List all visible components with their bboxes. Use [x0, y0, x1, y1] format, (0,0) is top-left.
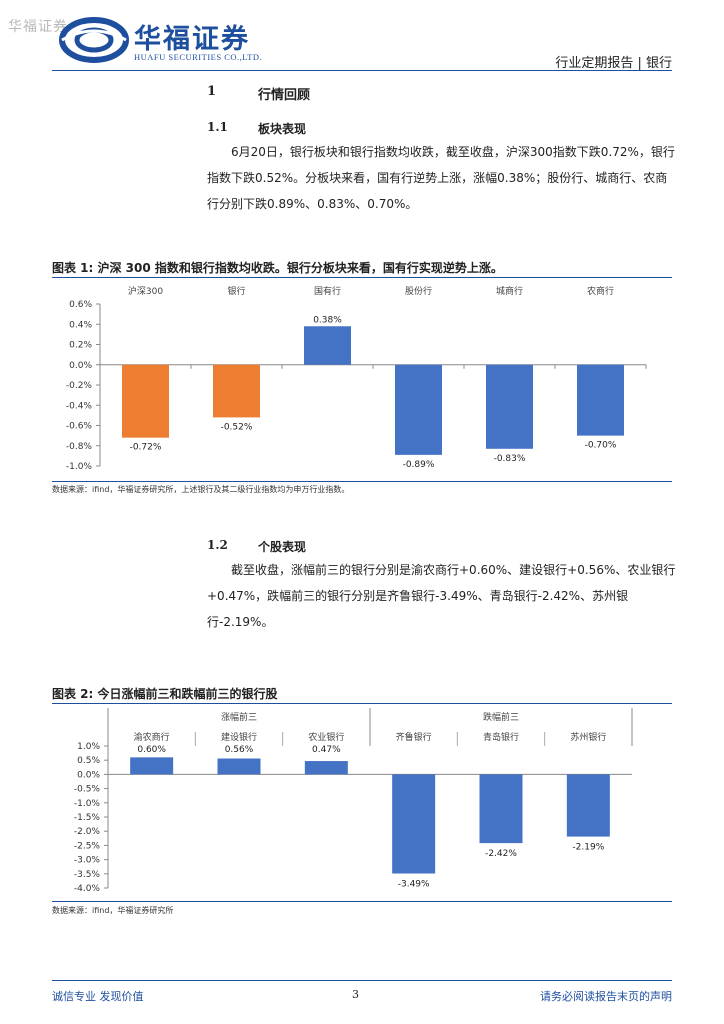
- bar: [395, 364, 442, 455]
- bar: [577, 364, 624, 436]
- y-tick-label: -3.5%: [74, 870, 101, 880]
- figure1-title: 图表 1: 沪深 300 指数和银行指数均收跌。银行分板块来看，国有行实现逆势上…: [52, 261, 503, 275]
- data-label: -0.89%: [403, 460, 435, 470]
- y-tick-label: -4.0%: [74, 884, 101, 894]
- category-label: 国有行: [314, 285, 341, 297]
- y-tick-label: 0.2%: [69, 341, 92, 351]
- data-label: -0.83%: [494, 454, 526, 464]
- footer-divider: [52, 980, 672, 981]
- bar: [213, 364, 260, 418]
- bar: [130, 757, 174, 775]
- subsection-number: 1.1: [207, 120, 228, 134]
- category-label: 渝农商行: [134, 731, 170, 743]
- subsection-number: 1.2: [207, 538, 228, 552]
- y-tick-label: -1.0%: [66, 462, 93, 472]
- category-label: 建设银行: [221, 731, 257, 743]
- bar: [486, 364, 533, 449]
- y-tick-label: -0.6%: [66, 422, 93, 432]
- y-tick-label: -0.2%: [66, 381, 93, 391]
- group-label: 跌幅前三: [483, 711, 519, 723]
- watermark-text: 华福证券: [8, 19, 68, 35]
- header-divider: [52, 70, 672, 71]
- y-tick-label: -0.5%: [74, 785, 101, 795]
- category-label: 苏州银行: [570, 731, 606, 743]
- y-tick-label: -2.0%: [74, 827, 101, 837]
- category-label: 城商行: [496, 285, 523, 297]
- bar: [217, 758, 261, 775]
- category-label: 沪深300: [128, 285, 163, 297]
- y-tick-label: 0.6%: [69, 300, 92, 310]
- footer-slogan: 诚信专业 发现价值: [52, 990, 144, 1003]
- y-tick-label: -0.8%: [66, 442, 93, 452]
- footer-disclaimer: 请务必阅读报告末页的声明: [540, 990, 672, 1003]
- y-tick-label: 0.4%: [69, 320, 92, 330]
- brand-name-en: HUAFU SECURITIES CO.,LTD.: [134, 52, 263, 62]
- figure1-chart: 0.6% 0.4% 0.2% 0.0% -0.2% -0.4% -0.6% -0.8% -1.0…: [66, 285, 647, 472]
- data-label: 0.47%: [312, 745, 341, 755]
- y-tick-label: -0.4%: [66, 401, 93, 411]
- y-tick-label: -1.5%: [74, 813, 101, 823]
- data-label: 0.56%: [225, 745, 254, 755]
- category-label: 齐鲁银行: [396, 731, 432, 743]
- figure1-bottom-rule: [52, 481, 672, 482]
- data-label: -2.19%: [572, 843, 604, 853]
- bar: [304, 326, 351, 365]
- data-label: -0.72%: [130, 443, 162, 453]
- data-label: 0.60%: [137, 745, 166, 755]
- data-label: -3.49%: [398, 880, 430, 890]
- y-tick-label: -2.5%: [74, 841, 101, 851]
- y-tick-label: 0.0%: [69, 361, 92, 371]
- category-label: 银行: [227, 285, 245, 297]
- section-title: 行情回顾: [258, 88, 311, 103]
- bar: [122, 364, 169, 438]
- figure2-source: 数据来源：ifind，华福证券研究所: [52, 906, 174, 915]
- report-type: 行业定期报告 | 银行: [555, 56, 672, 71]
- data-label: -0.70%: [585, 441, 617, 451]
- subsection-title: 板块表现: [258, 122, 307, 136]
- page-number: 3: [352, 988, 359, 1001]
- brand-name-cn: 华福证券: [134, 24, 250, 55]
- bar: [392, 774, 436, 874]
- y-tick-label: -1.0%: [74, 799, 101, 809]
- figure1-source: 数据来源：ifind，华福证券研究所，上述银行及其二级行业指数均为申万行业指数。: [52, 485, 350, 494]
- category-label: 股份行: [405, 285, 432, 297]
- figure2-chart: 1.0% 0.5% 0.0% -0.5% -1.0% -1.5% -2.0% -2.5% -3.…: [74, 708, 633, 894]
- bar: [304, 761, 348, 775]
- y-tick-label: -3.0%: [74, 856, 101, 866]
- group-label: 涨幅前三: [221, 711, 257, 723]
- bar: [566, 774, 610, 837]
- category-label: 农业银行: [308, 731, 344, 743]
- y-tick-label: 1.0%: [77, 742, 100, 752]
- data-label: -2.42%: [485, 849, 517, 859]
- bar: [479, 774, 523, 844]
- subsection-title: 个股表现: [258, 540, 307, 554]
- figure2-bottom-rule: [52, 901, 672, 902]
- y-tick-label: 0.0%: [77, 770, 100, 780]
- figure1-top-rule: [52, 277, 672, 278]
- sector-paragraph: 6月20日，银行板块和银行指数均收跌，截至收盘，沪深300指数下跌0.72%，银…: [207, 145, 675, 211]
- figure2-top-rule: [52, 703, 672, 704]
- section-number: 1: [207, 84, 217, 99]
- data-label: 0.38%: [313, 315, 342, 325]
- data-label: -0.52%: [221, 422, 253, 432]
- figure2-title: 图表 2: 今日涨幅前三和跌幅前三的银行股: [52, 687, 278, 701]
- y-tick-label: 0.5%: [77, 756, 100, 766]
- category-label: 青岛银行: [483, 731, 519, 743]
- stock-paragraph: 截至收盘，涨幅前三的银行分别是渝农商行+0.60%、建设银行+0.56%、农业银…: [207, 563, 676, 629]
- huafu-logo-icon: [59, 17, 129, 63]
- category-label: 农商行: [587, 285, 614, 297]
